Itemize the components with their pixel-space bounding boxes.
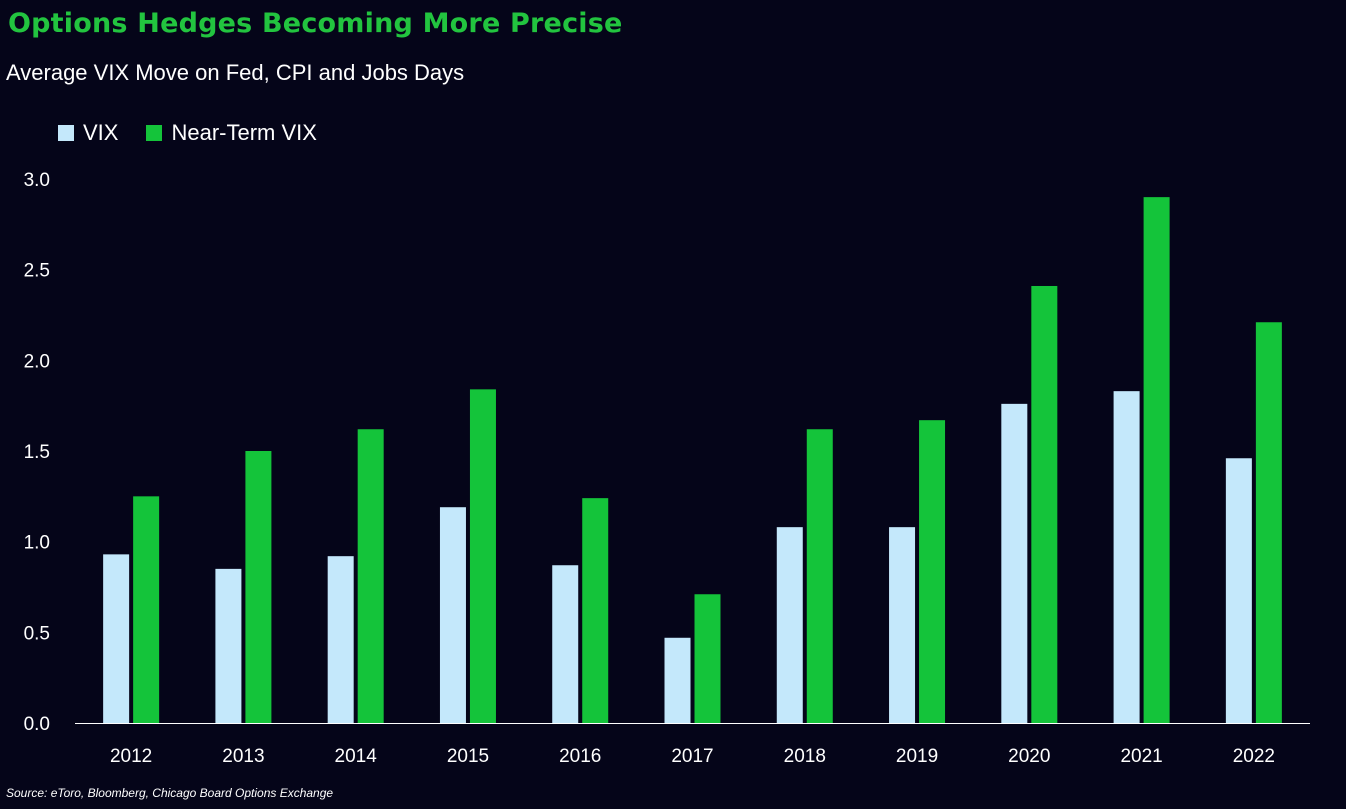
y-tick-label: 1.5 — [24, 442, 50, 463]
y-tick-label: 0.5 — [24, 623, 50, 644]
legend: VIX Near-Term VIX — [58, 120, 317, 146]
y-tick-label: 2.0 — [24, 351, 50, 372]
bar-near-term-vix-2022 — [1255, 322, 1282, 723]
bar-vix-2014 — [327, 556, 354, 723]
x-tick-label: 2012 — [110, 746, 152, 767]
x-tick-label: 2020 — [1008, 746, 1050, 767]
bar-vix-2019 — [889, 527, 916, 723]
bar-near-term-vix-2017 — [694, 594, 721, 723]
bar-vix-2012 — [103, 554, 130, 723]
bar-vix-2016 — [552, 565, 579, 723]
x-tick-label: 2015 — [447, 746, 489, 767]
bar-near-term-vix-2013 — [245, 451, 272, 723]
bar-vix-2021 — [1113, 391, 1140, 723]
legend-item-near-term-vix: Near-Term VIX — [146, 120, 317, 146]
legend-swatch-near-term-vix — [146, 125, 163, 141]
x-tick-label: 2014 — [335, 746, 378, 767]
bar-near-term-vix-2015 — [469, 389, 496, 723]
bar-vix-2017 — [664, 637, 691, 723]
y-tick-label: 0.0 — [24, 714, 50, 735]
legend-label-near-term-vix: Near-Term VIX — [171, 120, 317, 145]
bar-vix-2022 — [1225, 458, 1252, 723]
x-tick-label: 2016 — [559, 746, 601, 767]
bar-near-term-vix-2019 — [919, 420, 946, 723]
legend-swatch-vix — [58, 125, 74, 141]
legend-label-vix: VIX — [83, 120, 119, 145]
x-tick-label: 2019 — [896, 746, 938, 767]
y-tick-label: 3.0 — [24, 170, 50, 191]
legend-item-vix: VIX — [58, 120, 118, 146]
x-tick-label: 2017 — [671, 746, 713, 767]
x-tick-label: 2021 — [1120, 746, 1162, 767]
bar-vix-2015 — [439, 507, 466, 723]
x-tick-label: 2018 — [784, 746, 826, 767]
x-tick-label: 2022 — [1233, 746, 1275, 767]
source-note: Source: eToro, Bloomberg, Chicago Board … — [6, 786, 334, 800]
bar-near-term-vix-2021 — [1143, 197, 1170, 724]
bar-near-term-vix-2016 — [582, 498, 609, 723]
y-tick-label: 2.5 — [24, 261, 50, 282]
x-tick-label: 2013 — [222, 746, 264, 767]
bar-near-term-vix-2018 — [806, 429, 833, 723]
bar-vix-2018 — [776, 527, 803, 723]
chart-title: Options Hedges Becoming More Precise — [8, 8, 623, 39]
y-tick-label: 1.0 — [24, 533, 50, 554]
bar-near-term-vix-2014 — [357, 429, 384, 723]
bar-vix-2020 — [1001, 403, 1028, 723]
bar-near-term-vix-2020 — [1031, 285, 1058, 723]
chart-subtitle: Average VIX Move on Fed, CPI and Jobs Da… — [6, 60, 465, 85]
bar-near-term-vix-2012 — [133, 496, 160, 723]
bar-vix-2013 — [215, 568, 242, 723]
